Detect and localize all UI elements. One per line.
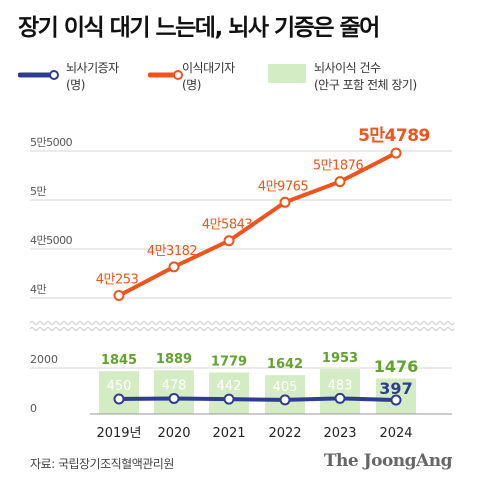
donors-data-label: 478 (162, 378, 187, 393)
x-axis-tick-label: 2019년 (96, 426, 141, 441)
x-axis-tick-label: 2024 (379, 426, 412, 441)
donors-data-point (279, 394, 291, 406)
legend-donors-swatch (18, 70, 59, 80)
upper-y-tick-label: 5만5000 (30, 136, 73, 149)
donors-data-label: 483 (328, 378, 353, 393)
transplant-data-label: 1889 (156, 352, 192, 367)
waiting-data-label: 4만3182 (147, 244, 197, 259)
x-axis-tick-label: 2021 (212, 426, 245, 441)
waiting-data-point (279, 196, 291, 208)
waiting-data-point (223, 235, 235, 247)
waiting-data-point (334, 176, 346, 188)
waiting-data-label: 5만1876 (313, 159, 364, 174)
x-axis-tick-label: 2023 (323, 426, 356, 441)
donors-series-line (118, 396, 397, 403)
transplant-data-label: 1845 (101, 353, 137, 368)
transplant-bar (209, 372, 249, 414)
donors-data-point (223, 393, 235, 405)
upper-y-tick-label: 4만 (30, 283, 46, 296)
donors-data-label: 442 (217, 379, 242, 394)
x-axis-tick-label: 2020 (157, 426, 190, 441)
legend-waiting-unit: (명) (182, 78, 201, 92)
transplant-data-label: 1642 (267, 357, 303, 372)
donors-data-label: 397 (379, 379, 412, 398)
waiting-data-point (390, 147, 402, 159)
transplant-bar (154, 370, 194, 414)
transplant-bar (320, 368, 360, 414)
waiting-data-label: 4만5843 (202, 218, 253, 233)
legend-waiting-swatch (148, 70, 183, 80)
legend-waiting-label: 이식대기자 (182, 61, 235, 75)
legend-donors-unit: (명) (66, 78, 85, 92)
donors-data-label: 405 (273, 380, 298, 395)
waiting-data-label: 4만9765 (258, 179, 309, 194)
donors-data-point (390, 394, 402, 406)
waiting-data-label: 5만4789 (358, 126, 430, 146)
upper-y-tick-label: 4만5000 (30, 234, 73, 247)
source-note: 자료: 국립장기조직혈액관리원 (30, 457, 174, 471)
donors-data-point (168, 392, 180, 404)
waiting-data-label: 4만253 (96, 273, 139, 288)
legend-transplants-note: (안구 포함 전체 장기) (314, 78, 417, 92)
legend-transplants-label: 뇌사이식 건수 (314, 61, 381, 75)
axis-break (29, 320, 455, 332)
waiting-data-point (113, 290, 125, 302)
donors-data-point (113, 393, 125, 405)
x-axis-tick-label: 2022 (268, 426, 301, 441)
waiting-series-line (118, 151, 397, 298)
transplant-data-label: 1953 (322, 351, 358, 366)
transplant-data-label: 1476 (374, 357, 419, 376)
lower-y-tick-label: 2000 (30, 353, 58, 366)
legend-transplants-swatch (268, 64, 306, 83)
upper-y-tick-label: 5만 (30, 185, 46, 198)
chart-title: 장기 이식 대기 느는데, 뇌사 기증은 줄어 (18, 15, 380, 41)
transplant-data-label: 1779 (211, 354, 247, 369)
lower-y-tick-label: 0 (30, 402, 37, 415)
waiting-data-point (168, 261, 180, 273)
transplant-bar (99, 371, 139, 414)
donors-data-point (334, 392, 346, 404)
legend-donors-label: 뇌사기증자 (66, 61, 119, 75)
donors-data-label: 450 (107, 379, 132, 394)
brand-logo: The JoongAng (323, 451, 453, 471)
